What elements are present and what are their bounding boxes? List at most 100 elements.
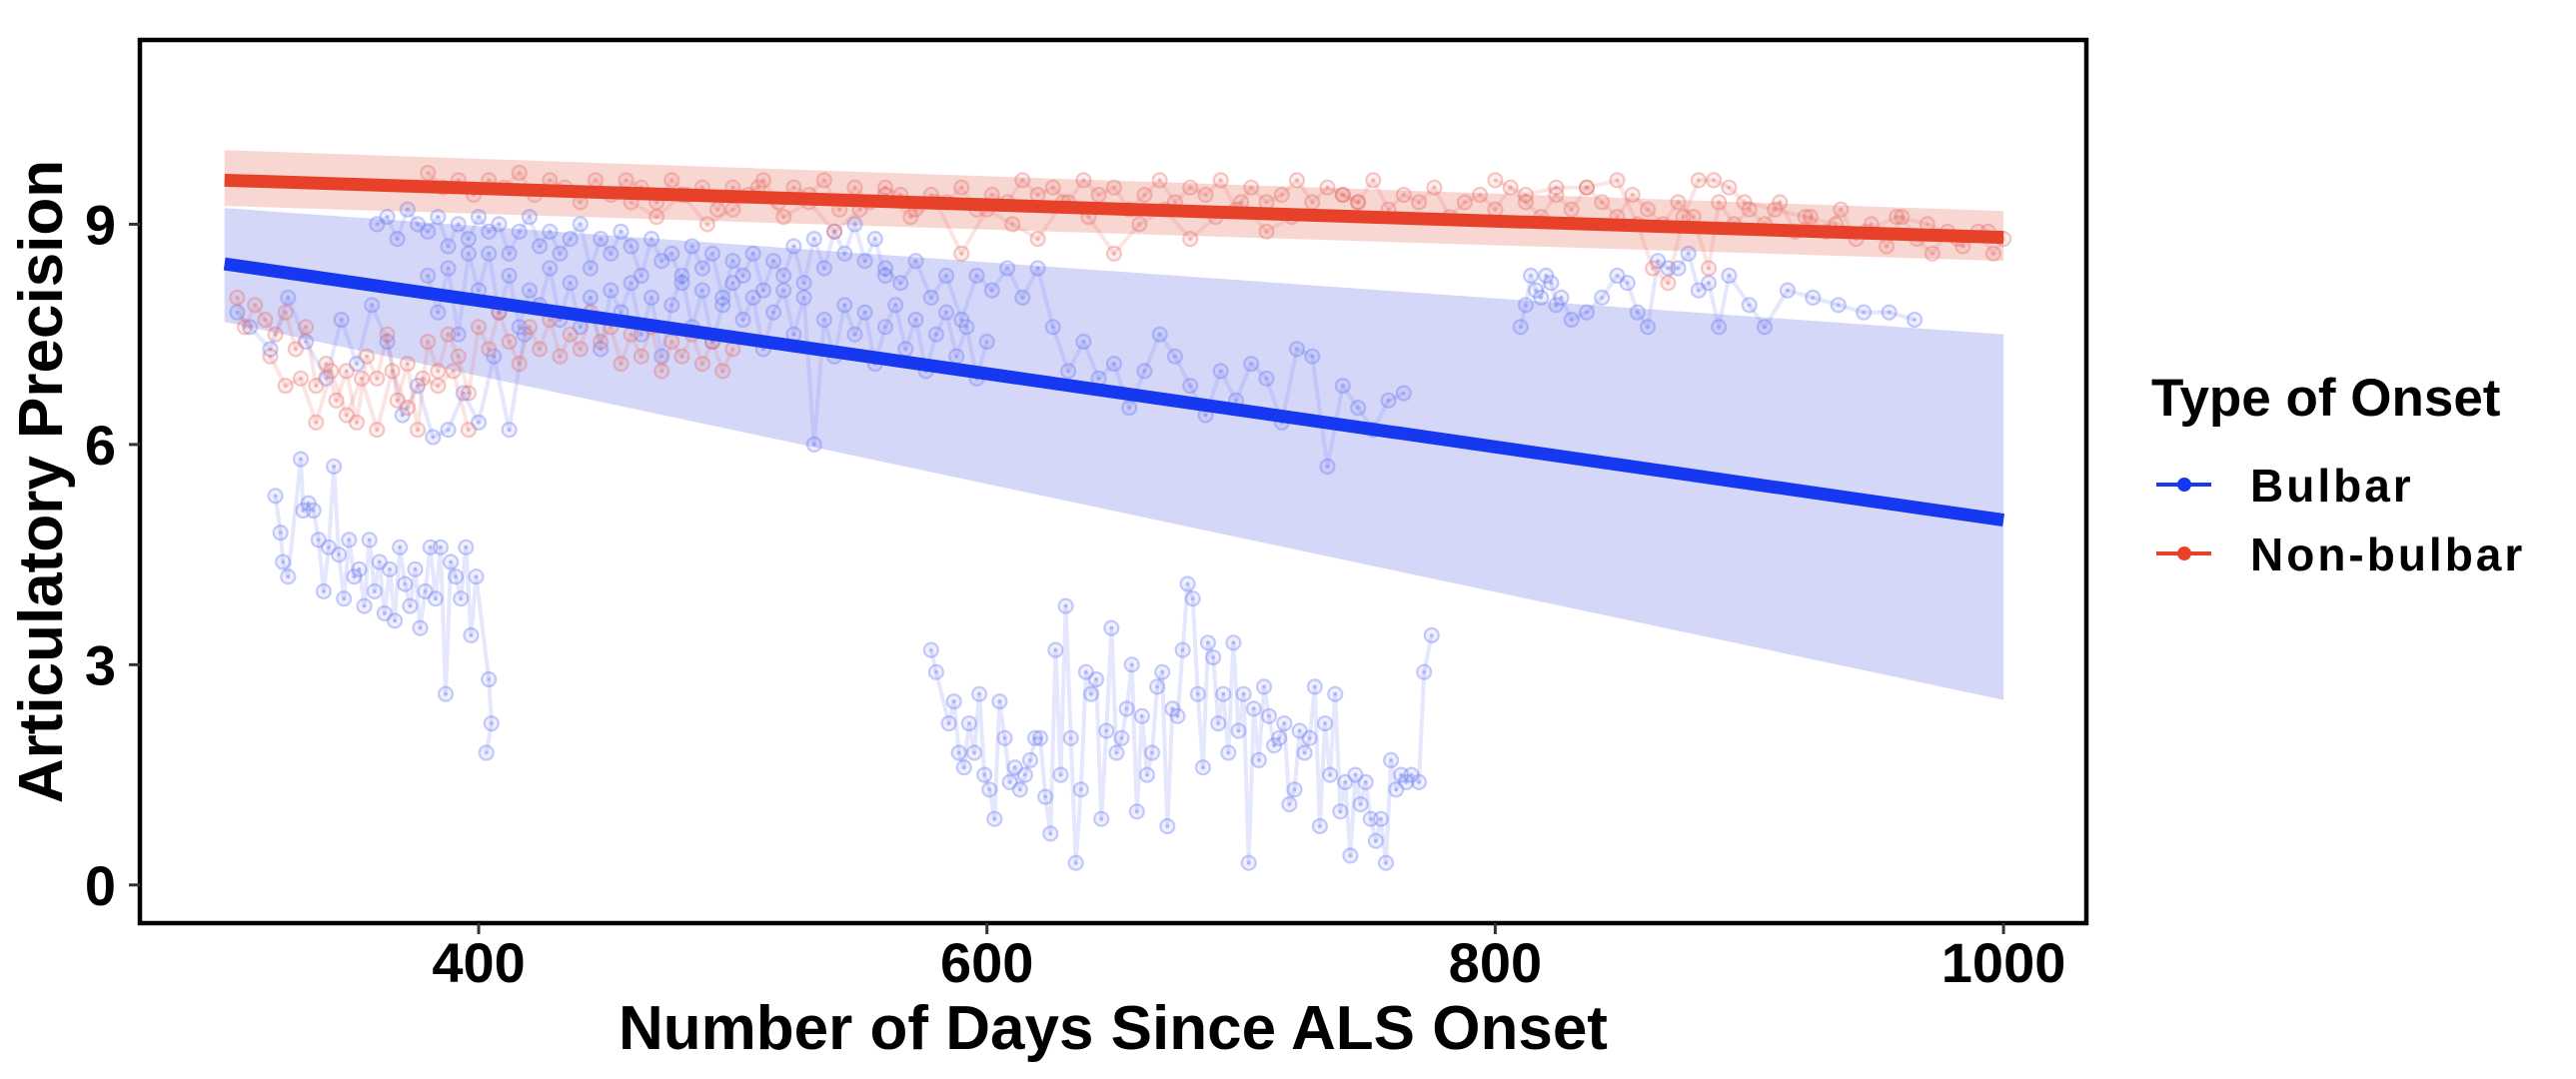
data-point-center [1112, 185, 1116, 190]
data-point-center [390, 369, 395, 374]
data-point-center [1519, 325, 1523, 330]
data-point [272, 524, 289, 541]
data-point-center [1028, 758, 1032, 762]
data-point-center [487, 230, 492, 234]
data-point-center [388, 567, 392, 571]
data-point [379, 333, 396, 351]
data-point-center [1218, 369, 1223, 374]
data-point-center [1493, 178, 1498, 183]
data-point-center [883, 266, 887, 271]
data-point [1337, 773, 1354, 791]
data-point-center [715, 207, 719, 212]
data-point-center [507, 428, 512, 433]
data-point-center [944, 310, 948, 315]
data-point-center [1201, 765, 1205, 769]
data-point-center [243, 325, 247, 330]
data-point-center [1053, 647, 1058, 652]
data-point-center [1809, 215, 1813, 219]
data-point [663, 172, 680, 189]
data-point-center [446, 332, 451, 337]
data-point [1245, 700, 1262, 717]
data-point [1756, 319, 1774, 336]
data-point [927, 663, 945, 680]
data-point [623, 275, 640, 292]
data-point-center [436, 310, 441, 315]
data-point-center [398, 545, 403, 549]
data-point-center [1307, 736, 1312, 740]
data-point [1258, 370, 1275, 387]
data-point-center [273, 494, 278, 499]
data-point [1352, 795, 1369, 813]
trajectory-bulbar [369, 201, 894, 306]
data-point-center [1104, 728, 1109, 733]
data-point-center [898, 281, 902, 286]
data-point-center [235, 310, 240, 315]
data-point [1031, 729, 1049, 746]
data-point-center [268, 347, 273, 352]
y-axis-title: Articulatory Precision [7, 160, 76, 803]
data-point-center [756, 185, 760, 190]
data-point [643, 231, 660, 248]
data-point [1670, 260, 1687, 277]
data-point [1271, 729, 1288, 746]
data-point [1029, 231, 1046, 248]
data-point [1220, 744, 1237, 761]
data-point-center [1257, 758, 1261, 762]
data-point-center [1417, 200, 1421, 205]
data-point-center [426, 274, 431, 278]
data-point [470, 319, 488, 336]
trajectory-line [426, 251, 989, 447]
data-point-center [1348, 853, 1353, 858]
data-point [775, 282, 792, 299]
data-point [1105, 245, 1123, 262]
data-point-center [801, 281, 806, 286]
data-point-center [1585, 185, 1589, 190]
data-point [1136, 363, 1153, 380]
data-point-center [357, 567, 362, 571]
data-point [937, 304, 955, 321]
data-point [981, 781, 998, 798]
data-point [359, 348, 376, 365]
data-point [315, 582, 332, 600]
data-point-center [367, 538, 372, 542]
data-point-center [1600, 296, 1604, 300]
data-point-center [624, 178, 629, 183]
data-point-center [1051, 185, 1055, 190]
data-point [643, 289, 660, 306]
data-point-center [629, 281, 634, 286]
data-point [953, 311, 970, 329]
data-point [1052, 766, 1069, 783]
data-point-center [1084, 669, 1088, 674]
data-point [825, 223, 843, 240]
data-point-center [299, 457, 303, 462]
data-point-center [903, 347, 908, 352]
data-point [1553, 289, 1570, 306]
data-point-center [1038, 736, 1042, 740]
data-point [1021, 751, 1039, 769]
data-point-center [406, 207, 410, 212]
data-point [1881, 304, 1898, 321]
data-point-center [487, 178, 492, 183]
trajectory-line [426, 171, 1359, 212]
data-point [409, 422, 427, 439]
data-point [1090, 186, 1107, 204]
data-point-center [913, 259, 918, 264]
data-point-center [974, 274, 979, 278]
data-point-center [1417, 780, 1421, 784]
data-point-center [832, 230, 836, 234]
data-point-center [1913, 318, 1917, 322]
data-point-center [385, 215, 390, 219]
data-point-center [801, 296, 806, 300]
data-point [280, 568, 297, 585]
y-axis-ticks: 0 3 6 9 [85, 193, 140, 917]
data-point-center [1264, 230, 1269, 234]
data-point-center [568, 237, 573, 241]
data-point [582, 260, 600, 277]
data-point [427, 590, 444, 607]
data-point [698, 216, 716, 233]
data-point-center [456, 332, 461, 337]
data-point-center [538, 244, 542, 249]
data-point [846, 216, 863, 233]
data-point-center [1170, 706, 1175, 711]
data-point-center [654, 200, 658, 205]
